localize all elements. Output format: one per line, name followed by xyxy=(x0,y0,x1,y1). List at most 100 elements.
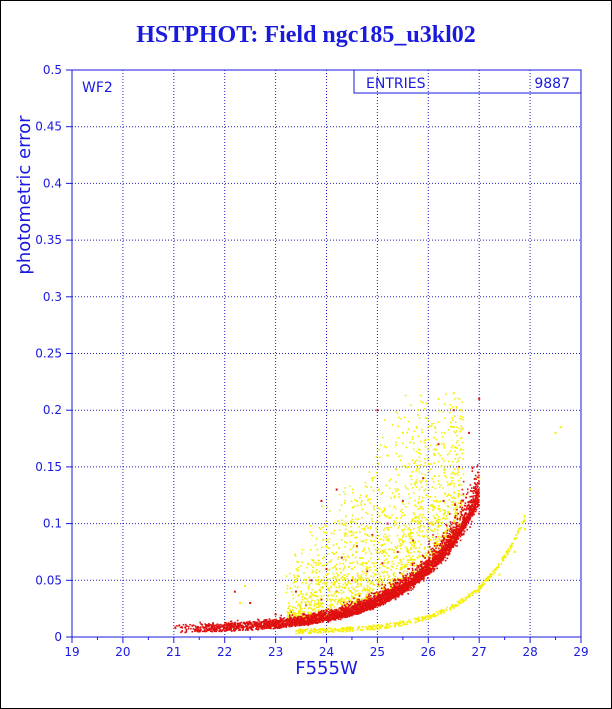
data-point xyxy=(406,570,409,573)
data-point xyxy=(453,482,455,485)
data-point xyxy=(453,515,456,517)
data-point xyxy=(289,611,292,614)
data-point xyxy=(302,614,305,616)
data-point xyxy=(393,524,396,527)
data-point xyxy=(327,547,330,549)
data-point xyxy=(356,581,358,583)
data-point xyxy=(353,601,355,603)
data-point xyxy=(336,575,339,578)
data-point xyxy=(411,574,413,577)
data-point xyxy=(337,574,340,576)
data-point xyxy=(418,498,420,501)
data-point xyxy=(420,519,423,522)
data-point xyxy=(439,510,441,512)
data-point xyxy=(323,581,325,584)
data-point xyxy=(374,602,376,605)
data-point xyxy=(269,619,272,622)
data-point xyxy=(378,488,380,491)
data-point xyxy=(476,489,478,491)
data-point xyxy=(397,582,400,584)
data-point xyxy=(250,627,253,629)
data-point xyxy=(315,606,318,609)
data-point xyxy=(458,471,460,474)
data-point xyxy=(437,519,440,521)
data-point xyxy=(369,527,372,530)
data-point xyxy=(458,484,461,487)
data-point xyxy=(421,401,424,404)
data-point xyxy=(343,613,345,616)
data-point xyxy=(413,571,415,574)
data-point xyxy=(451,444,454,447)
data-point xyxy=(427,438,430,441)
data-point xyxy=(328,568,331,571)
data-point xyxy=(456,457,459,460)
data-point xyxy=(452,531,455,533)
data-point xyxy=(454,450,456,452)
data-point xyxy=(340,577,343,580)
data-point xyxy=(340,598,343,600)
data-point xyxy=(437,515,440,518)
data-point xyxy=(355,522,357,525)
data-point xyxy=(402,590,404,592)
data-point xyxy=(345,584,348,587)
data-point xyxy=(432,530,435,533)
data-point xyxy=(294,612,296,615)
data-point xyxy=(343,556,346,558)
data-point xyxy=(338,529,341,531)
data-point xyxy=(288,602,290,604)
data-point xyxy=(357,578,360,581)
data-point xyxy=(312,576,315,579)
data-point xyxy=(439,518,441,521)
data-point xyxy=(326,563,328,565)
data-point xyxy=(417,557,420,559)
data-point xyxy=(360,557,362,559)
data-point xyxy=(373,508,375,511)
data-point xyxy=(415,547,417,550)
data-point xyxy=(443,468,446,470)
data-point xyxy=(366,581,369,584)
data-point xyxy=(185,625,188,627)
data-point xyxy=(420,564,423,567)
data-point xyxy=(443,512,445,515)
data-point xyxy=(350,579,353,582)
data-point xyxy=(307,624,309,627)
data-point xyxy=(333,553,335,555)
data-point xyxy=(429,444,432,447)
data-point xyxy=(462,499,465,502)
data-point xyxy=(383,575,385,577)
data-point xyxy=(438,475,440,477)
data-point xyxy=(310,604,313,606)
data-point xyxy=(400,455,403,457)
data-point xyxy=(343,532,346,535)
data-point xyxy=(377,579,380,582)
data-point xyxy=(424,445,427,448)
data-point xyxy=(280,626,282,629)
data-point xyxy=(416,481,418,484)
data-point xyxy=(387,591,390,594)
data-point xyxy=(367,578,370,581)
data-point xyxy=(438,486,441,488)
data-point xyxy=(370,580,372,582)
data-point xyxy=(454,398,456,400)
data-point xyxy=(423,535,426,537)
data-point xyxy=(179,626,182,629)
data-point xyxy=(458,534,461,536)
data-point xyxy=(453,532,456,534)
data-point xyxy=(445,550,447,553)
data-point xyxy=(371,477,374,480)
data-point xyxy=(461,529,464,532)
data-point xyxy=(441,517,444,520)
data-point xyxy=(424,417,427,419)
data-point xyxy=(391,424,394,426)
data-point xyxy=(391,548,393,551)
data-point xyxy=(391,587,394,589)
data-point xyxy=(477,476,480,479)
data-point xyxy=(457,492,460,495)
data-point xyxy=(317,581,320,584)
data-point xyxy=(301,598,304,601)
data-point xyxy=(345,542,348,544)
point-cloud xyxy=(174,393,526,635)
data-point xyxy=(455,407,458,409)
chart-title: HSTPHOT: Field ngc185_u3kl02 xyxy=(136,22,476,48)
data-point xyxy=(297,622,300,625)
